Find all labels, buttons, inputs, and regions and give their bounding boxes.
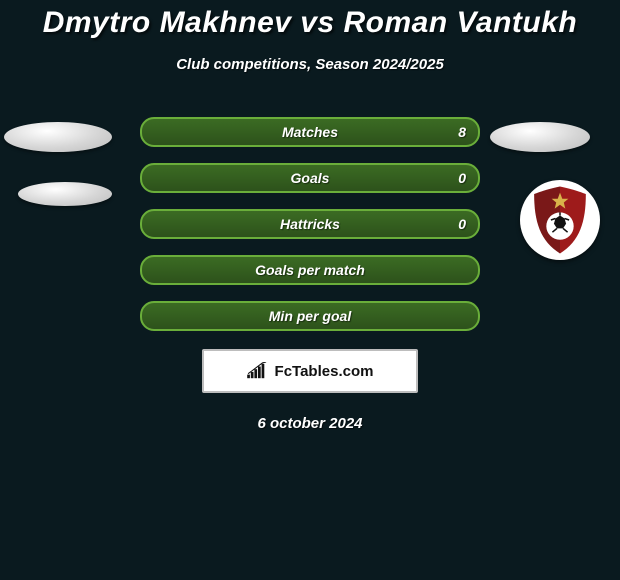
stat-label: Min per goal: [269, 308, 351, 324]
stat-row-goals-per-match: Goals per match: [140, 255, 480, 285]
placeholder-pill: [18, 182, 112, 206]
stat-row-min-per-goal: Min per goal: [140, 301, 480, 331]
stat-row-hattricks: Hattricks 0: [140, 209, 480, 239]
stat-label: Matches: [282, 124, 338, 140]
stat-row-matches: Matches 8: [140, 117, 480, 147]
date-text: 6 october 2024: [0, 415, 620, 432]
stat-right-value: 8: [458, 124, 466, 140]
stat-label: Goals: [291, 170, 330, 186]
club-crest-icon: [522, 182, 598, 258]
stat-label: Goals per match: [255, 262, 365, 278]
vs-text: vs: [300, 6, 334, 39]
stat-label: Hattricks: [280, 216, 340, 232]
brand-text: FcTables.com: [275, 363, 374, 380]
page-title: Dmytro Makhnev vs Roman Vantukh: [0, 0, 620, 40]
player2-name: Roman Vantukh: [344, 6, 578, 39]
bars-icon: [247, 362, 269, 380]
placeholder-pill: [4, 122, 112, 152]
brand-box: FcTables.com: [202, 349, 418, 393]
stat-row-goals: Goals 0: [140, 163, 480, 193]
stats-list: Matches 8 Goals 0 Hattricks 0 Goals per …: [140, 117, 480, 331]
stat-right-value: 0: [458, 216, 466, 232]
stat-right-value: 0: [458, 170, 466, 186]
placeholder-pill: [490, 122, 590, 152]
club-badge: [520, 180, 600, 260]
subtitle: Club competitions, Season 2024/2025: [0, 56, 620, 73]
left-placeholder-group: [4, 122, 112, 206]
player1-name: Dmytro Makhnev: [43, 6, 292, 39]
